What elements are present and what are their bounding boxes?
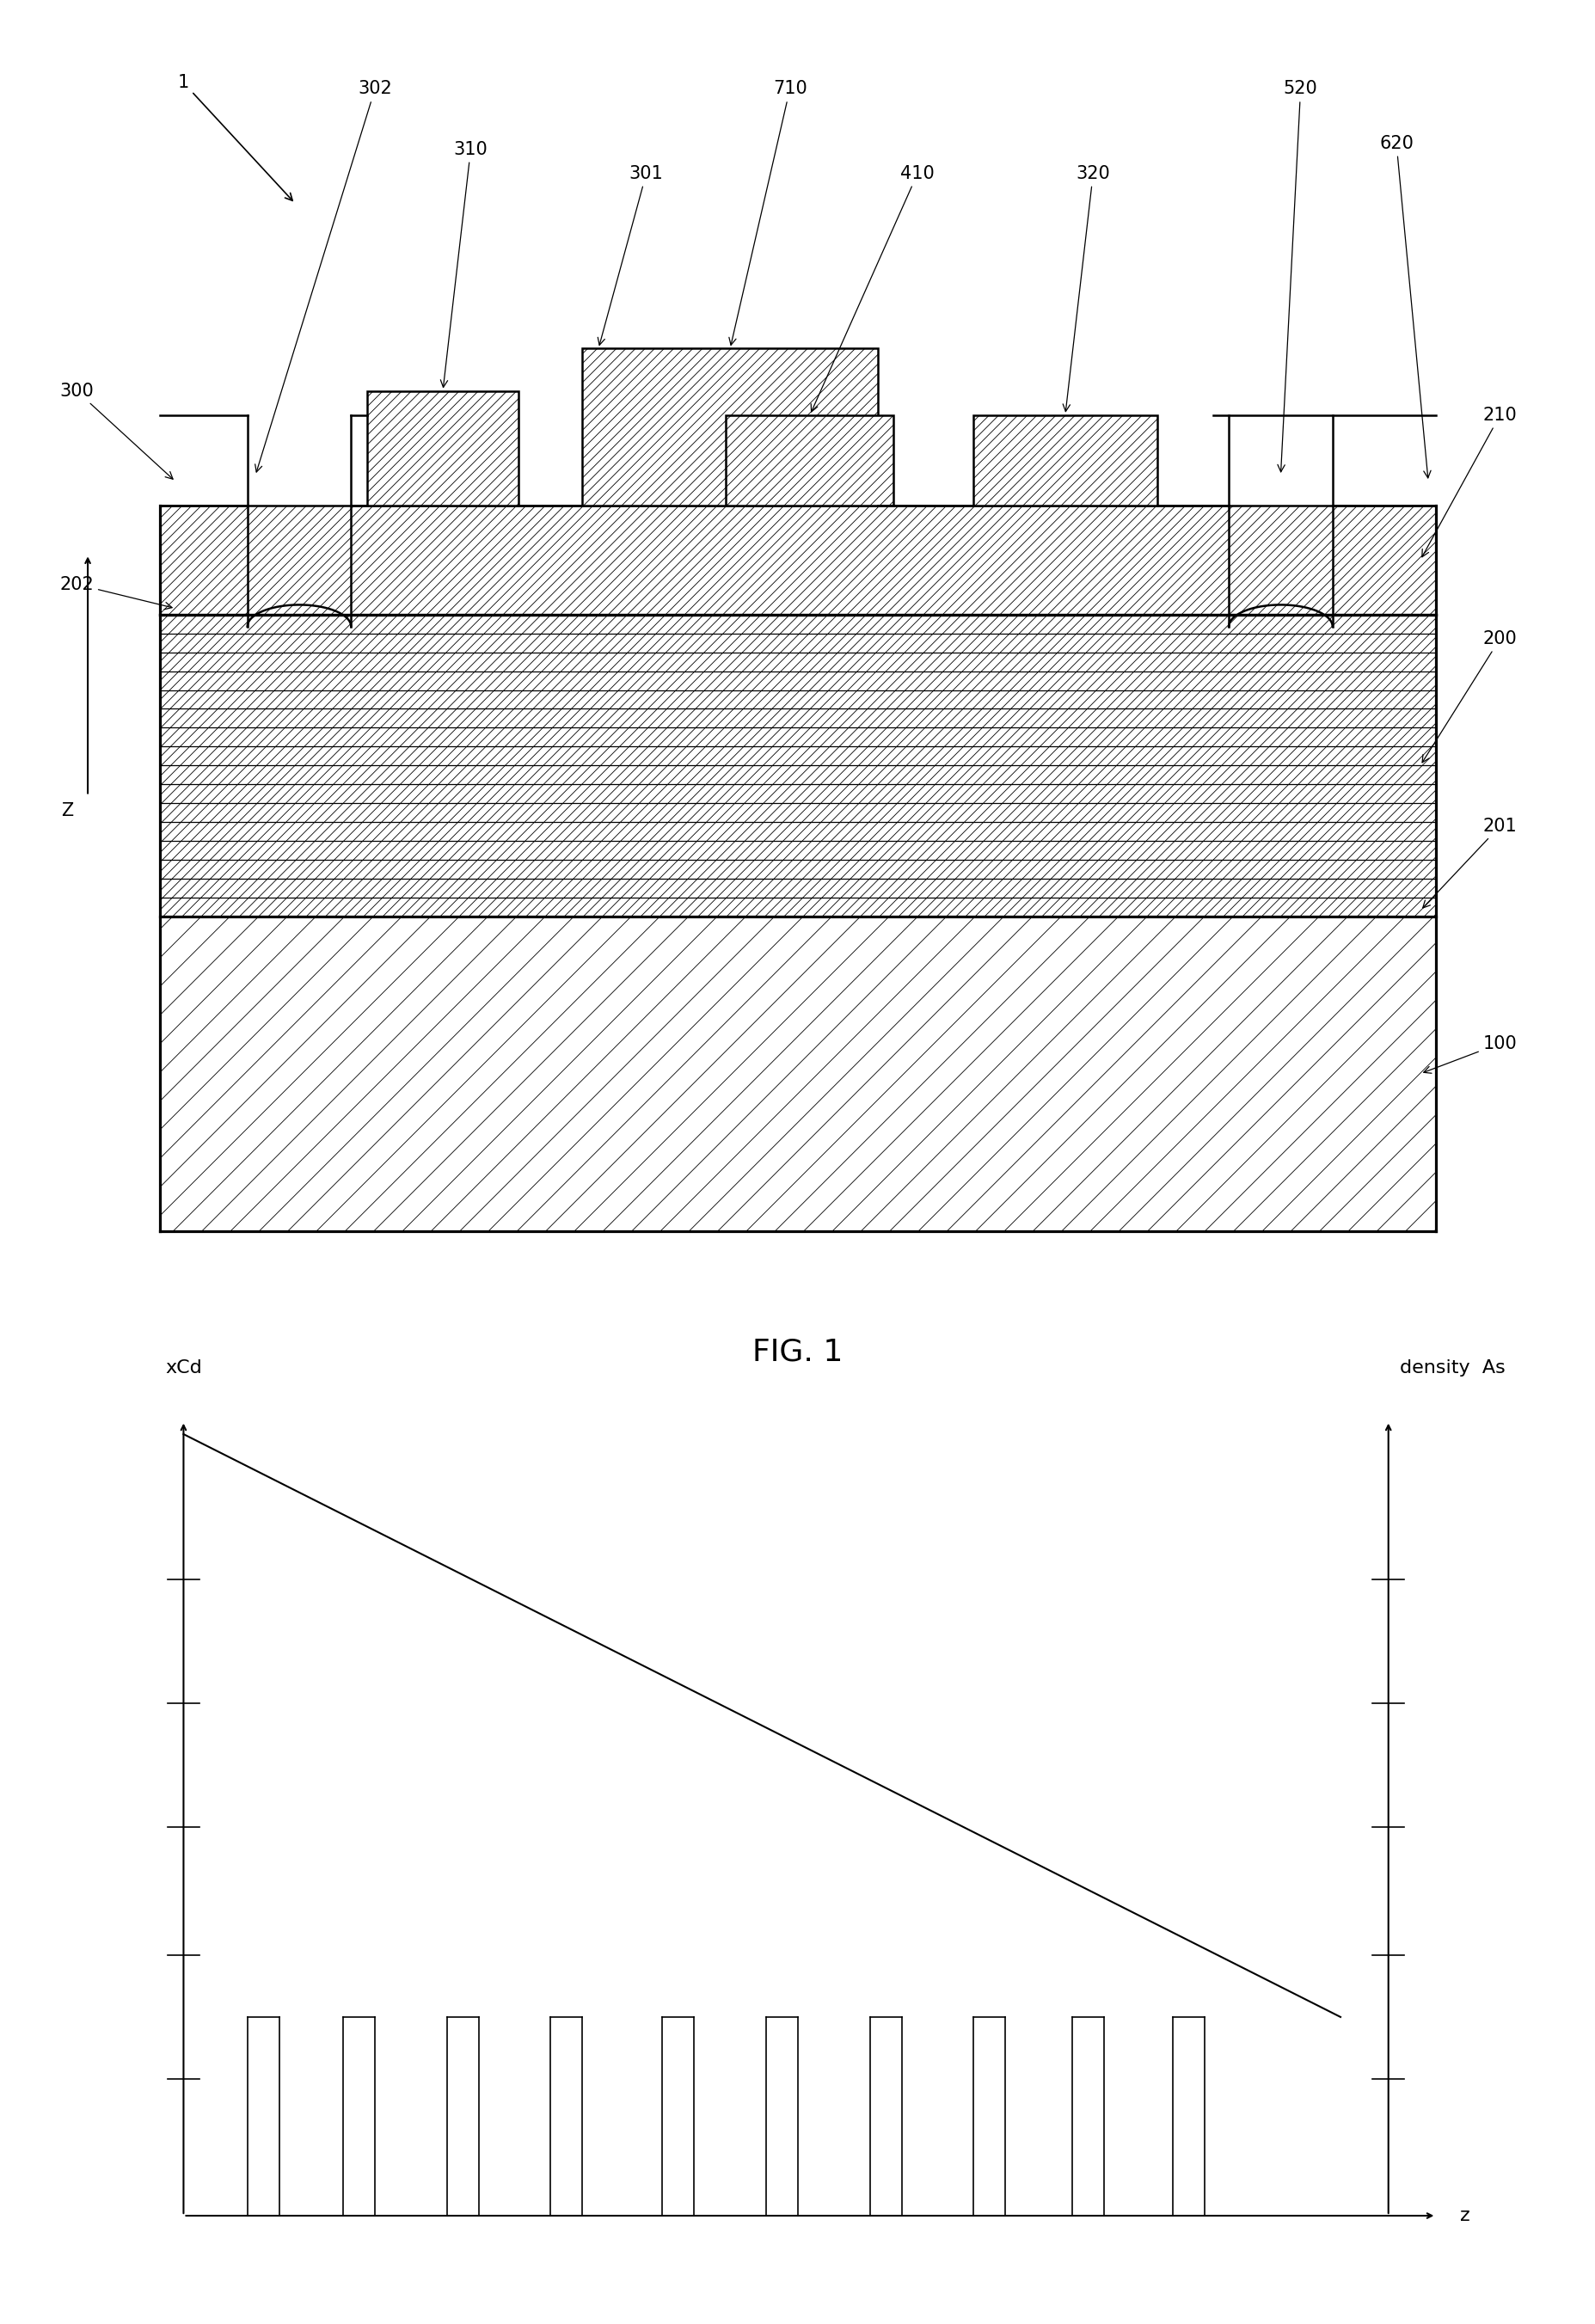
Text: 620: 620 — [1378, 135, 1431, 479]
Text: Z: Z — [61, 802, 73, 818]
Bar — [973, 416, 1156, 507]
Bar — [726, 416, 893, 507]
Bar — [160, 614, 1436, 916]
Text: xCd: xCd — [164, 1360, 203, 1376]
Text: z: z — [1459, 2208, 1469, 2224]
Text: 201: 201 — [1423, 818, 1517, 909]
Text: 301: 301 — [598, 165, 664, 346]
Text: FIG. 1: FIG. 1 — [753, 1336, 842, 1367]
Bar — [582, 349, 877, 507]
Text: density  As: density As — [1399, 1360, 1504, 1376]
Bar — [367, 390, 518, 507]
Text: 320: 320 — [1062, 165, 1110, 411]
Text: 210: 210 — [1421, 407, 1517, 558]
Text: 520: 520 — [1278, 81, 1317, 472]
Text: 710: 710 — [729, 81, 807, 344]
Text: 202: 202 — [59, 576, 172, 609]
Text: 410: 410 — [810, 165, 935, 411]
Text: 200: 200 — [1421, 630, 1517, 762]
Text: 300: 300 — [59, 383, 172, 479]
Text: 302: 302 — [255, 81, 392, 472]
Text: 1: 1 — [177, 74, 292, 200]
Text: 100: 100 — [1423, 1034, 1517, 1074]
Bar — [160, 507, 1436, 614]
Bar — [160, 916, 1436, 1232]
Text: 310: 310 — [440, 142, 488, 388]
